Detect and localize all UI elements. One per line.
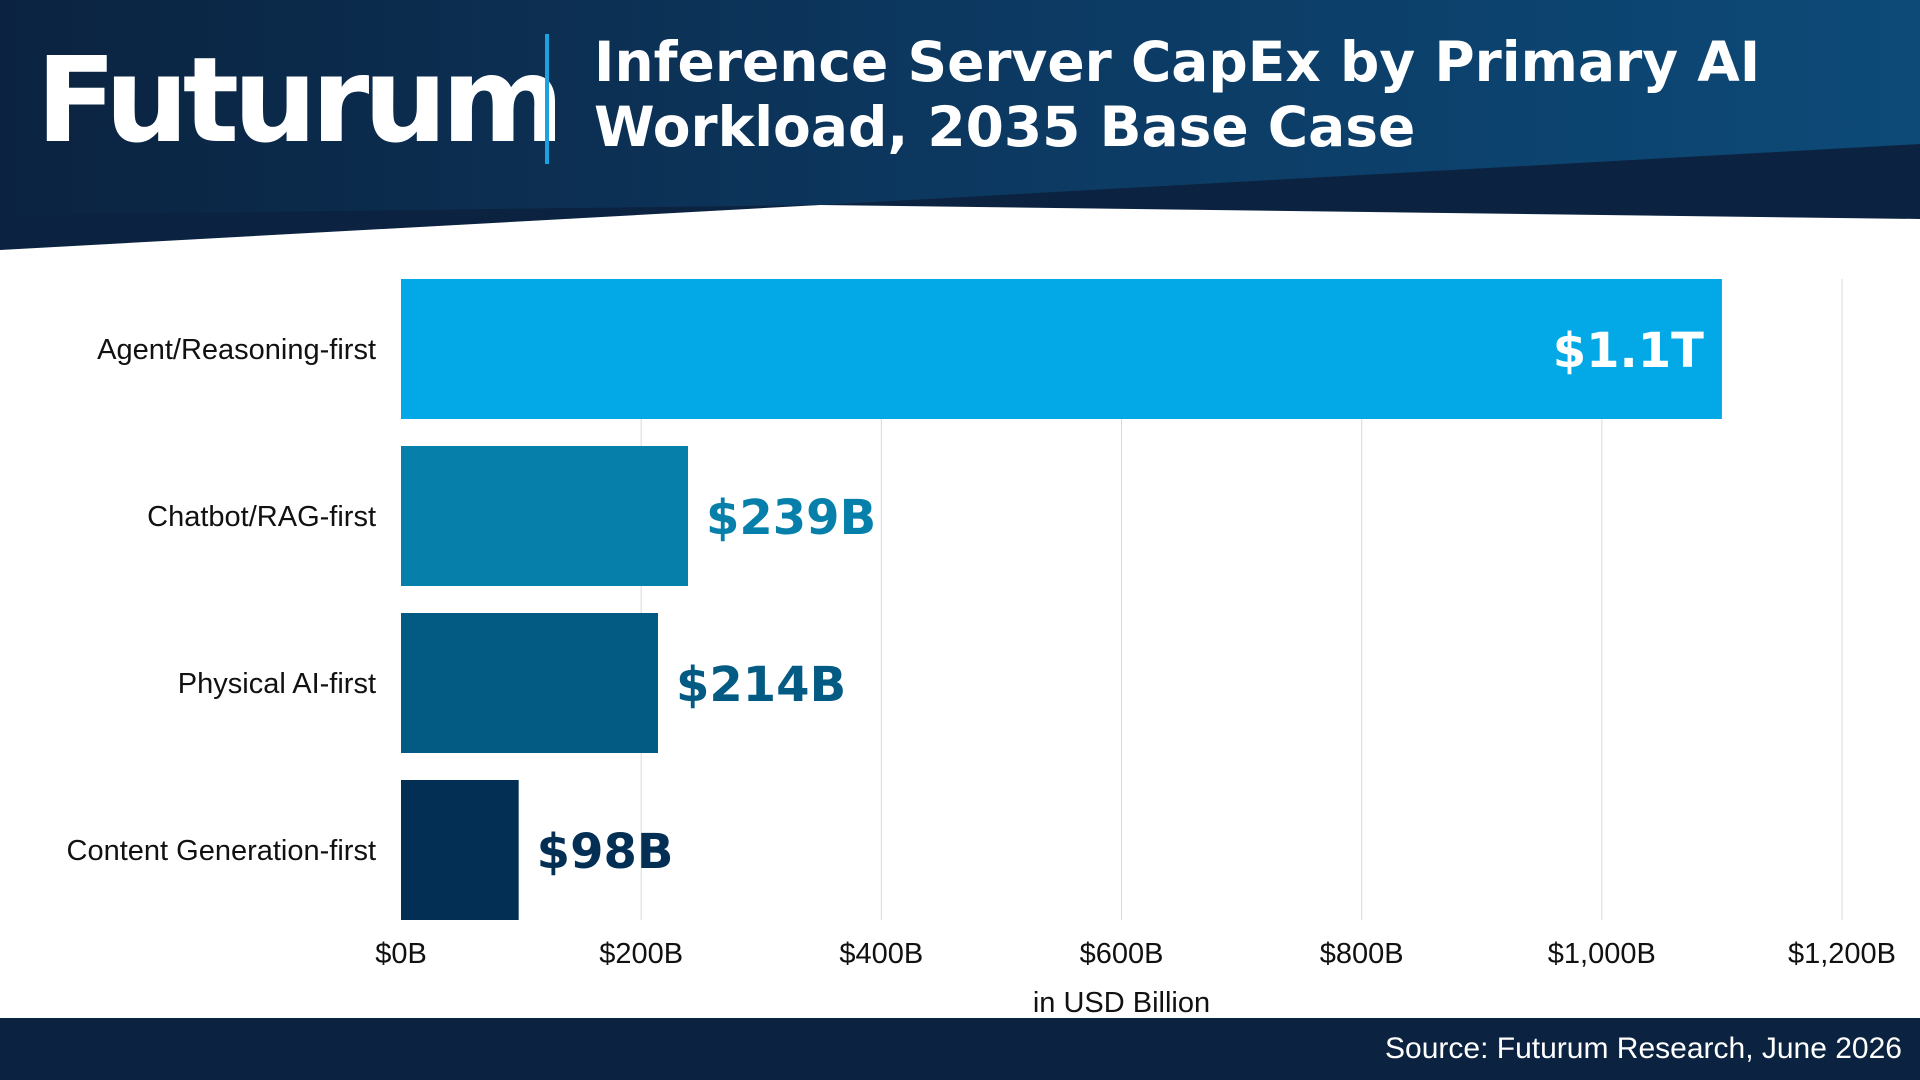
source-text: Source: Futurum Research, June 2026 <box>1385 1032 1902 1065</box>
chart-title-line-2: Workload, 2035 Base Case <box>594 95 1416 159</box>
footer-bar: Source: Futurum Research, June 2026 <box>0 1018 1920 1080</box>
x-tick-label: $600B <box>1080 938 1164 970</box>
data-label: $214B <box>676 657 846 713</box>
x-tick-label: $1,200B <box>1788 938 1896 970</box>
header-divider <box>545 34 549 164</box>
header-background <box>0 0 1920 250</box>
category-label: Chatbot/RAG-first <box>147 501 376 533</box>
x-tick-label: $800B <box>1320 938 1404 970</box>
futurum-logo: Futurum <box>36 31 564 169</box>
category-label: Agent/Reasoning-first <box>97 334 376 366</box>
category-label: Physical AI-first <box>178 668 376 700</box>
data-label: $98B <box>537 824 674 880</box>
x-tick-label: $200B <box>599 938 683 970</box>
data-label: $239B <box>706 490 876 546</box>
category-label: Content Generation-first <box>67 835 376 867</box>
x-tick-label: $400B <box>839 938 923 970</box>
data-label: $1.1T <box>1553 323 1704 379</box>
x-axis-title: in USD Billion <box>1033 987 1210 1018</box>
bar <box>401 780 519 920</box>
x-tick-label: $1,000B <box>1548 938 1656 970</box>
chart-title: Inference Server CapEx by Primary AI Wor… <box>594 30 1894 160</box>
chart-title-line-1: Inference Server CapEx by Primary AI <box>594 30 1761 94</box>
bar-chart: Agent/Reasoning-first $1.1T Chatbot/RAG-fi… <box>67 279 1896 1018</box>
x-tick-label: $0B <box>375 938 427 970</box>
bar <box>401 279 1722 419</box>
bar <box>401 613 658 753</box>
bar <box>401 446 688 586</box>
